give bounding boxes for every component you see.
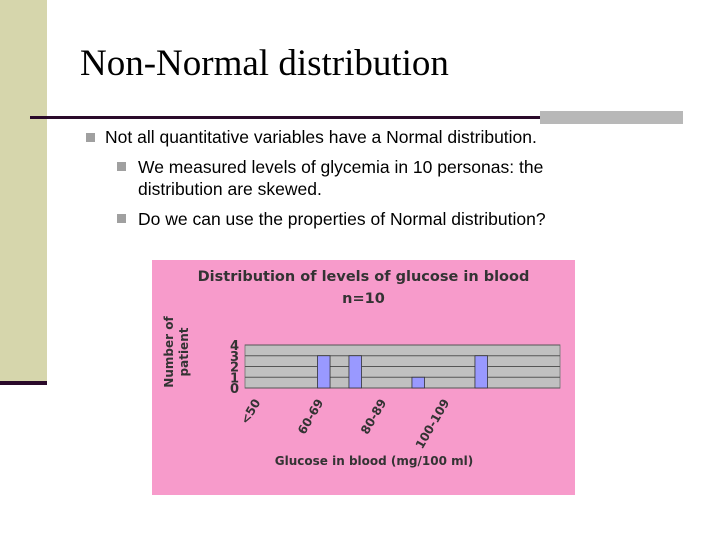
sub-bullet: We measured levels of glycemia in 10 per… bbox=[138, 157, 544, 199]
chart-area: Distribution of levels of glucose in blo… bbox=[152, 260, 575, 495]
y-label-box: Number of patient bbox=[162, 316, 191, 388]
x-tick-label: 80-89 bbox=[358, 397, 389, 437]
chart-title: Distribution of levels of glucose in blo… bbox=[197, 269, 530, 307]
y-tick-label: 3 bbox=[230, 350, 239, 365]
y-tick-label: 0 bbox=[230, 382, 239, 397]
bar bbox=[474, 355, 488, 389]
side-rule bbox=[0, 381, 47, 385]
y-axis-label: Number of patient bbox=[162, 316, 191, 388]
bullet-marker bbox=[117, 214, 126, 223]
x-tick-label: 60-69 bbox=[295, 397, 326, 437]
sub-bullet: Do we can use the properties of Normal d… bbox=[138, 209, 546, 229]
x-axis-label: Glucose in blood (mg/100 ml) bbox=[275, 454, 473, 468]
x-tick-label: <50 bbox=[238, 397, 264, 427]
bar bbox=[348, 355, 362, 389]
title-rule bbox=[30, 116, 683, 119]
slide-title: Non-Normal distribution bbox=[80, 43, 449, 84]
chart-title-box: Distribution of levels of glucose in blo… bbox=[197, 269, 530, 307]
title-rule-accent bbox=[540, 111, 683, 124]
bar bbox=[317, 355, 331, 389]
bullet-marker bbox=[86, 133, 95, 142]
chart: Distribution of levels of glucose in blo… bbox=[162, 269, 561, 468]
bullet: Not all quantitative variables have a No… bbox=[105, 127, 537, 147]
y-tick-label: 1 bbox=[230, 371, 239, 386]
bullet-marker bbox=[117, 162, 126, 171]
bar bbox=[411, 376, 425, 389]
x-tick-label: 100-109 bbox=[413, 397, 453, 452]
side-strip bbox=[0, 0, 47, 383]
y-tick-label: 4 bbox=[230, 339, 239, 354]
y-tick-label: 2 bbox=[230, 361, 239, 376]
